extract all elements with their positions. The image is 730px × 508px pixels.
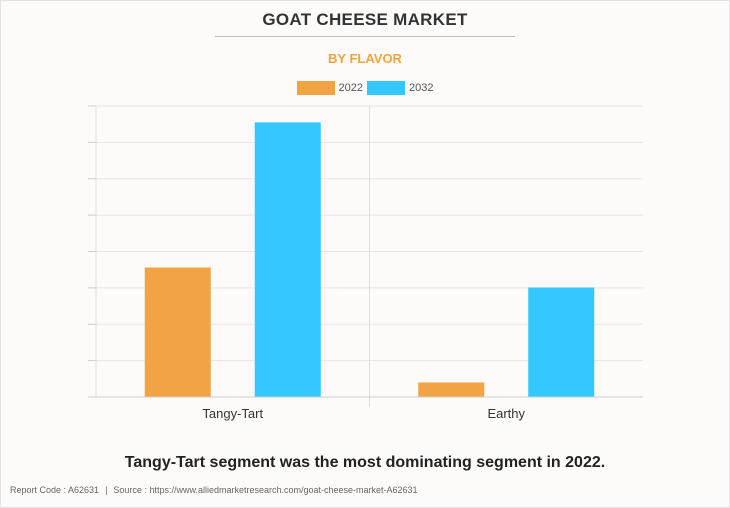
legend: 2022 2032 (0, 81, 730, 95)
chart-caption: Tangy-Tart segment was the most dominati… (124, 454, 606, 471)
source-link[interactable]: Source : https://www.alliedmarketresearc… (113, 485, 418, 495)
x-tick-label: Tangy-Tart (202, 406, 263, 421)
footer: Report Code : A62631 | Source : https://ww… (10, 485, 418, 495)
bar-2022-earthy (418, 382, 485, 397)
chart-subtitle: BY FLAVOR (328, 51, 402, 66)
chart-title: GOAT CHEESE MARKET (262, 10, 468, 29)
legend-item-2022[interactable]: 2022 (296, 81, 363, 95)
bar-chart: Tangy-Tart Earthy (88, 105, 643, 421)
bar-2032-tangy-tart (254, 122, 321, 398)
title-divider (215, 36, 515, 37)
bar-2022-tangy-tart (144, 267, 211, 397)
footer-separator: | (105, 485, 108, 495)
x-tick-label: Earthy (487, 406, 525, 421)
bar-2032-earthy (528, 287, 595, 397)
legend-label-2022: 2022 (338, 82, 363, 94)
legend-label-2032: 2032 (409, 82, 434, 94)
legend-swatch-2022 (296, 81, 335, 95)
report-code: Report Code : A62631 (10, 485, 100, 495)
legend-item-2032[interactable]: 2032 (367, 81, 433, 95)
legend-swatch-2032 (367, 81, 405, 95)
